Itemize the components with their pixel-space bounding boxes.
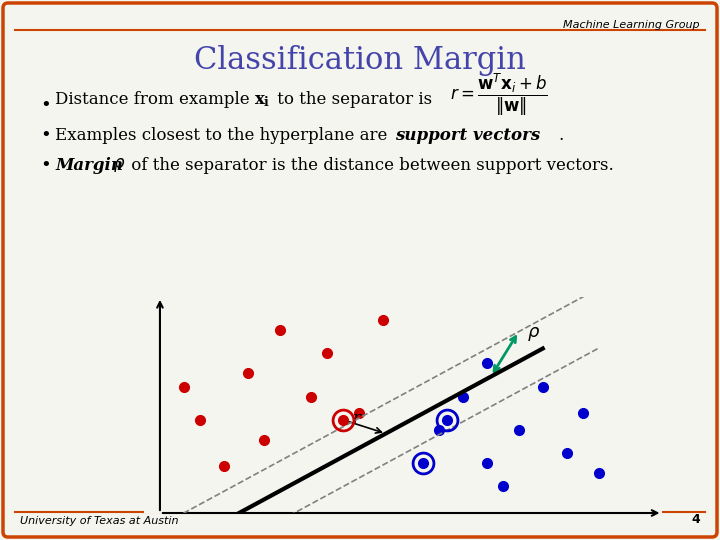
Text: University of Texas at Austin: University of Texas at Austin xyxy=(20,516,179,526)
Text: Distance from example: Distance from example xyxy=(55,91,255,107)
Text: $\rho$: $\rho$ xyxy=(113,156,125,174)
Text: r: r xyxy=(353,410,361,428)
Text: to the separator is: to the separator is xyxy=(272,91,432,107)
Text: $r = \dfrac{\mathbf{w}^T \mathbf{x}_i + b}{\|\mathbf{w}\|}$: $r = \dfrac{\mathbf{w}^T \mathbf{x}_i + … xyxy=(450,72,548,118)
Text: 4: 4 xyxy=(691,513,700,526)
FancyBboxPatch shape xyxy=(3,3,717,537)
Text: •: • xyxy=(40,126,50,144)
Text: •: • xyxy=(40,96,50,114)
Text: Machine Learning Group: Machine Learning Group xyxy=(563,20,700,30)
Text: support vectors: support vectors xyxy=(395,126,540,144)
Text: Margin: Margin xyxy=(55,157,129,173)
Text: .: . xyxy=(558,126,563,144)
Text: Examples closest to the hyperplane are: Examples closest to the hyperplane are xyxy=(55,126,392,144)
Text: Classification Margin: Classification Margin xyxy=(194,44,526,76)
Text: •: • xyxy=(40,156,50,174)
Text: $\rho$: $\rho$ xyxy=(527,325,540,342)
Text: of the separator is the distance between support vectors.: of the separator is the distance between… xyxy=(126,157,613,173)
Text: x: x xyxy=(255,91,265,107)
Text: i: i xyxy=(264,96,269,109)
